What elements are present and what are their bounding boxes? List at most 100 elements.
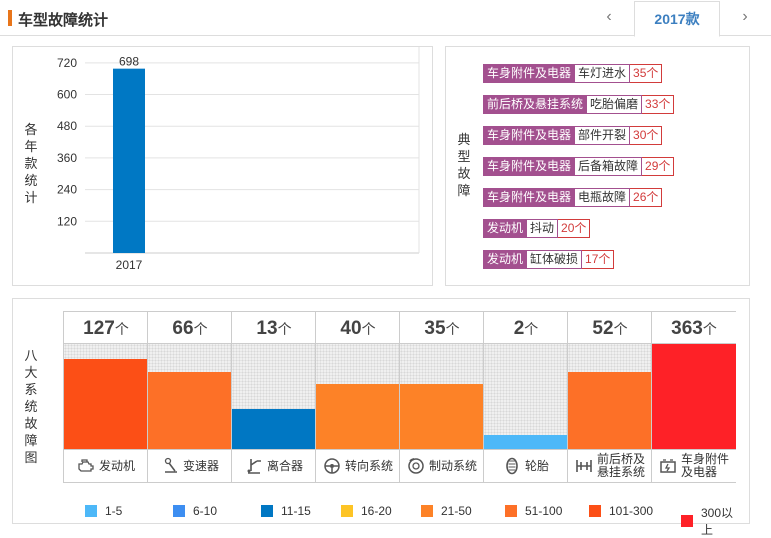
system-column[interactable]: 13个离合器 — [231, 311, 316, 483]
system-label-line: 前后桥及 — [596, 452, 645, 466]
y-tick-label: 720 — [57, 56, 77, 70]
system-label-line: 转向系统 — [344, 458, 393, 473]
legend-item: 300以上 — [681, 504, 745, 538]
system-label: 发动机 — [64, 449, 148, 483]
system-column[interactable]: 2个轮胎 — [483, 311, 568, 483]
systems-label-char: 故 — [24, 416, 38, 431]
systems-label-char: 大 — [24, 365, 38, 380]
system-count-number: 66 — [172, 318, 194, 339]
legend-item: 101-300 — [589, 504, 653, 518]
brake-disc-icon — [408, 458, 424, 474]
system-column[interactable]: 127个发动机 — [63, 311, 148, 483]
system-label-line: 变速器 — [182, 458, 219, 473]
system-label-line: 离合器 — [266, 458, 303, 473]
chart-vertical-label: 各年款统计 — [23, 121, 39, 206]
legend-swatch — [341, 505, 353, 517]
legend-swatch — [85, 505, 97, 517]
fault-category-tag: 发动机 — [483, 250, 528, 269]
system-label: 离合器 — [232, 449, 316, 483]
systems-label-char: 系 — [24, 382, 38, 397]
legend-item: 21-50 — [421, 504, 472, 518]
system-label-text: 前后桥及 悬挂系统 — [597, 453, 645, 479]
fault-item[interactable]: 前后桥及悬挂系统 吃胎偏磨 33个 — [483, 95, 675, 114]
header: 车型故障统计 ‹ 2017款 › — [0, 0, 771, 37]
y-tick-label: 480 — [57, 119, 77, 133]
legend-item: 6-10 — [173, 504, 217, 518]
fault-count: 30个 — [630, 126, 663, 145]
system-column[interactable]: 66个变速器 — [147, 311, 232, 483]
legend-label: 21-50 — [441, 504, 472, 518]
system-count-number: 13 — [256, 318, 278, 339]
title-accent-bar — [8, 10, 12, 26]
clutch-icon — [247, 459, 261, 474]
system-bar-background — [484, 344, 568, 449]
systems-label-char: 统 — [24, 399, 38, 414]
system-column[interactable]: 52个 前后桥及 悬挂系统 — [567, 311, 652, 483]
legend-swatch — [505, 505, 517, 517]
legend-label: 101-300 — [609, 504, 654, 518]
fault-name: 缸体破损 — [527, 250, 583, 269]
steering-wheel-icon — [324, 458, 340, 474]
engine-icon — [78, 459, 94, 472]
fault-item[interactable]: 车身附件及电器 车灯进水 35个 — [483, 64, 674, 83]
typical-label-char: 故 — [457, 166, 471, 181]
typical-label-char: 典 — [457, 132, 471, 147]
y-tick-label: 120 — [57, 214, 77, 228]
system-count-number: 2 — [513, 318, 525, 339]
fault-item[interactable]: 车身附件及电器 后备箱故障 29个 — [483, 157, 675, 176]
legend-label: 300以上 — [701, 506, 734, 537]
chart-label-char: 年 — [24, 139, 38, 154]
tab-model-year[interactable]: 2017款 — [634, 1, 720, 37]
fault-item[interactable]: 车身附件及电器 部件开裂 30个 — [483, 126, 674, 145]
system-count: 40个 — [316, 311, 400, 344]
system-count-unit: 个 — [702, 321, 717, 337]
bar-data-label: 698 — [119, 55, 139, 69]
system-column[interactable]: 35个 制动系统 — [399, 311, 484, 483]
legend-item: 51-100 — [505, 504, 562, 518]
system-count: 2个 — [484, 311, 568, 344]
system-label-line: 轮胎 — [524, 458, 549, 473]
fault-item[interactable]: 发动机 抖动 20个 — [483, 219, 674, 238]
system-count: 13个 — [232, 311, 316, 344]
system-bar — [232, 409, 316, 449]
system-bar — [568, 372, 652, 449]
system-count: 127个 — [64, 311, 148, 344]
chart-label-char: 款 — [24, 156, 38, 171]
eight-systems-panel: 八大系统故障图 127个 发动机 66个 变速器 13个 离合器 40个 转向系统 35个 制动系… — [12, 298, 750, 537]
system-count: 363个 — [652, 311, 736, 344]
chevron-left-icon[interactable]: ‹ — [606, 8, 612, 25]
system-label-text: 变速器 — [182, 458, 219, 473]
legend-label: 16-20 — [361, 504, 392, 518]
fault-item[interactable]: 发动机 缸体破损 17个 — [483, 250, 674, 269]
system-column[interactable]: 363个车身附件 及电器 — [651, 311, 736, 483]
legend-item: 1-5 — [85, 504, 122, 518]
system-label-text: 转向系统 — [344, 458, 393, 473]
system-label-line: 及电器 — [680, 465, 717, 479]
tire-icon — [506, 457, 518, 475]
system-count-unit: 个 — [613, 321, 628, 337]
fault-name: 车灯进水 — [575, 64, 631, 83]
system-label-text: 制动系统 — [428, 458, 477, 473]
system-count-unit: 个 — [193, 321, 208, 337]
systems-vertical-label: 八大系统故障图 — [23, 347, 39, 466]
legend: 1-5 6-10 11-15 16-20 21-50 51-100 101-300 300以上 — [85, 504, 745, 537]
fault-name: 抖动 — [527, 219, 559, 238]
system-column[interactable]: 40个转向系统 — [315, 311, 400, 483]
fault-category-tag: 车身附件及电器 — [483, 157, 576, 176]
system-label-line: 制动系统 — [428, 458, 477, 473]
system-label-line: 车身附件 — [680, 452, 729, 466]
chevron-right-icon[interactable]: › — [742, 8, 748, 25]
chart-label-char: 统 — [24, 173, 38, 188]
fault-count: 35个 — [630, 64, 663, 83]
fault-item[interactable]: 车身附件及电器 电瓶故障 26个 — [483, 188, 674, 207]
x-tick-label: 2017 — [116, 258, 143, 272]
fault-name: 部件开裂 — [575, 126, 631, 145]
fault-category-tag: 车身附件及电器 — [483, 64, 576, 83]
fault-count: 29个 — [642, 157, 675, 176]
chart-label-char: 计 — [24, 190, 38, 205]
typical-label-char: 障 — [457, 183, 471, 198]
battery-icon — [660, 459, 676, 473]
system-count-number: 40 — [340, 318, 362, 339]
fault-name: 后备箱故障 — [575, 157, 643, 176]
system-bar — [484, 435, 568, 449]
